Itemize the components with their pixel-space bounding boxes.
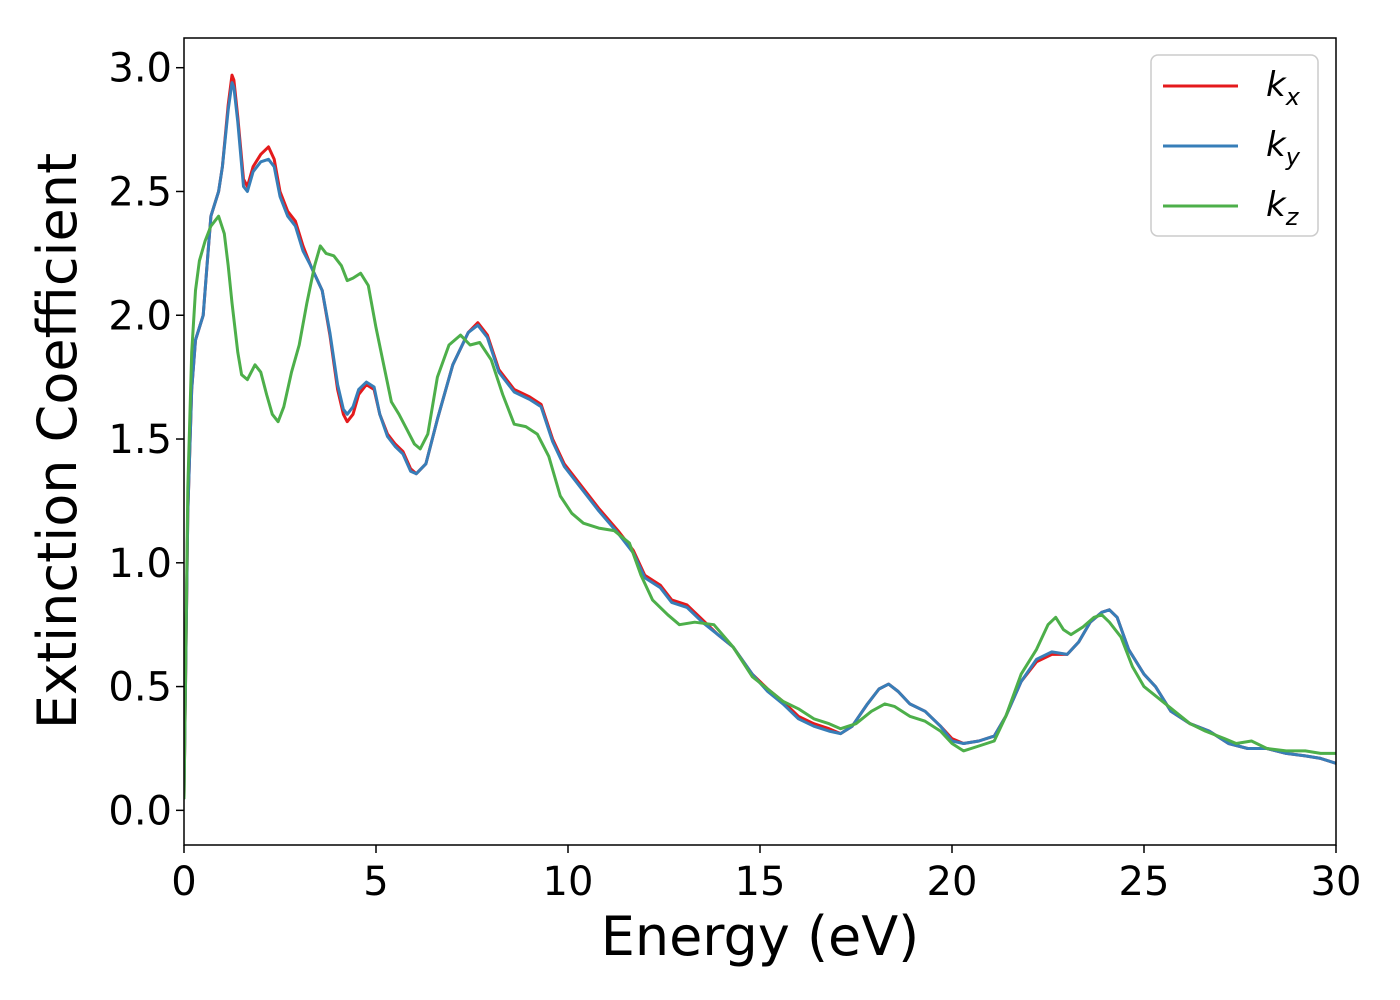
y-tick-label: 0.0 [108,788,172,834]
x-tick-label: 25 [1119,859,1170,905]
legend-label-kz: kz [1266,185,1300,231]
y-tick-label: 3.0 [108,46,172,92]
y-tick-label: 1.0 [108,541,172,587]
x-tick-label: 0 [171,859,196,905]
y-axis-title: Extinction Coefficient [26,153,89,729]
y-tick-label: 0.5 [108,665,172,711]
x-tick-label: 15 [735,859,786,905]
legend-label-kx: kx [1266,65,1301,111]
y-tick-label: 2.5 [108,169,172,215]
legend-label-ky: ky [1266,125,1301,171]
y-tick-label: 1.5 [108,417,172,463]
series-layer [184,73,1336,800]
y-axis: 0.0 0.5 1.0 1.5 2.0 2.5 3.0 [108,46,184,834]
x-tick-label: 10 [543,859,594,905]
x-axis-title: Energy (eV) [601,905,920,968]
x-tick-label: 5 [363,859,388,905]
x-tick-label: 20 [927,859,978,905]
series-line-ky [184,81,1336,800]
x-tick-label: 30 [1311,859,1362,905]
x-axis: 0 5 10 15 20 25 30 [171,845,1361,905]
series-line-kz [184,214,1336,800]
y-tick-label: 2.0 [108,293,172,339]
legend: kx ky kz [1150,54,1319,237]
